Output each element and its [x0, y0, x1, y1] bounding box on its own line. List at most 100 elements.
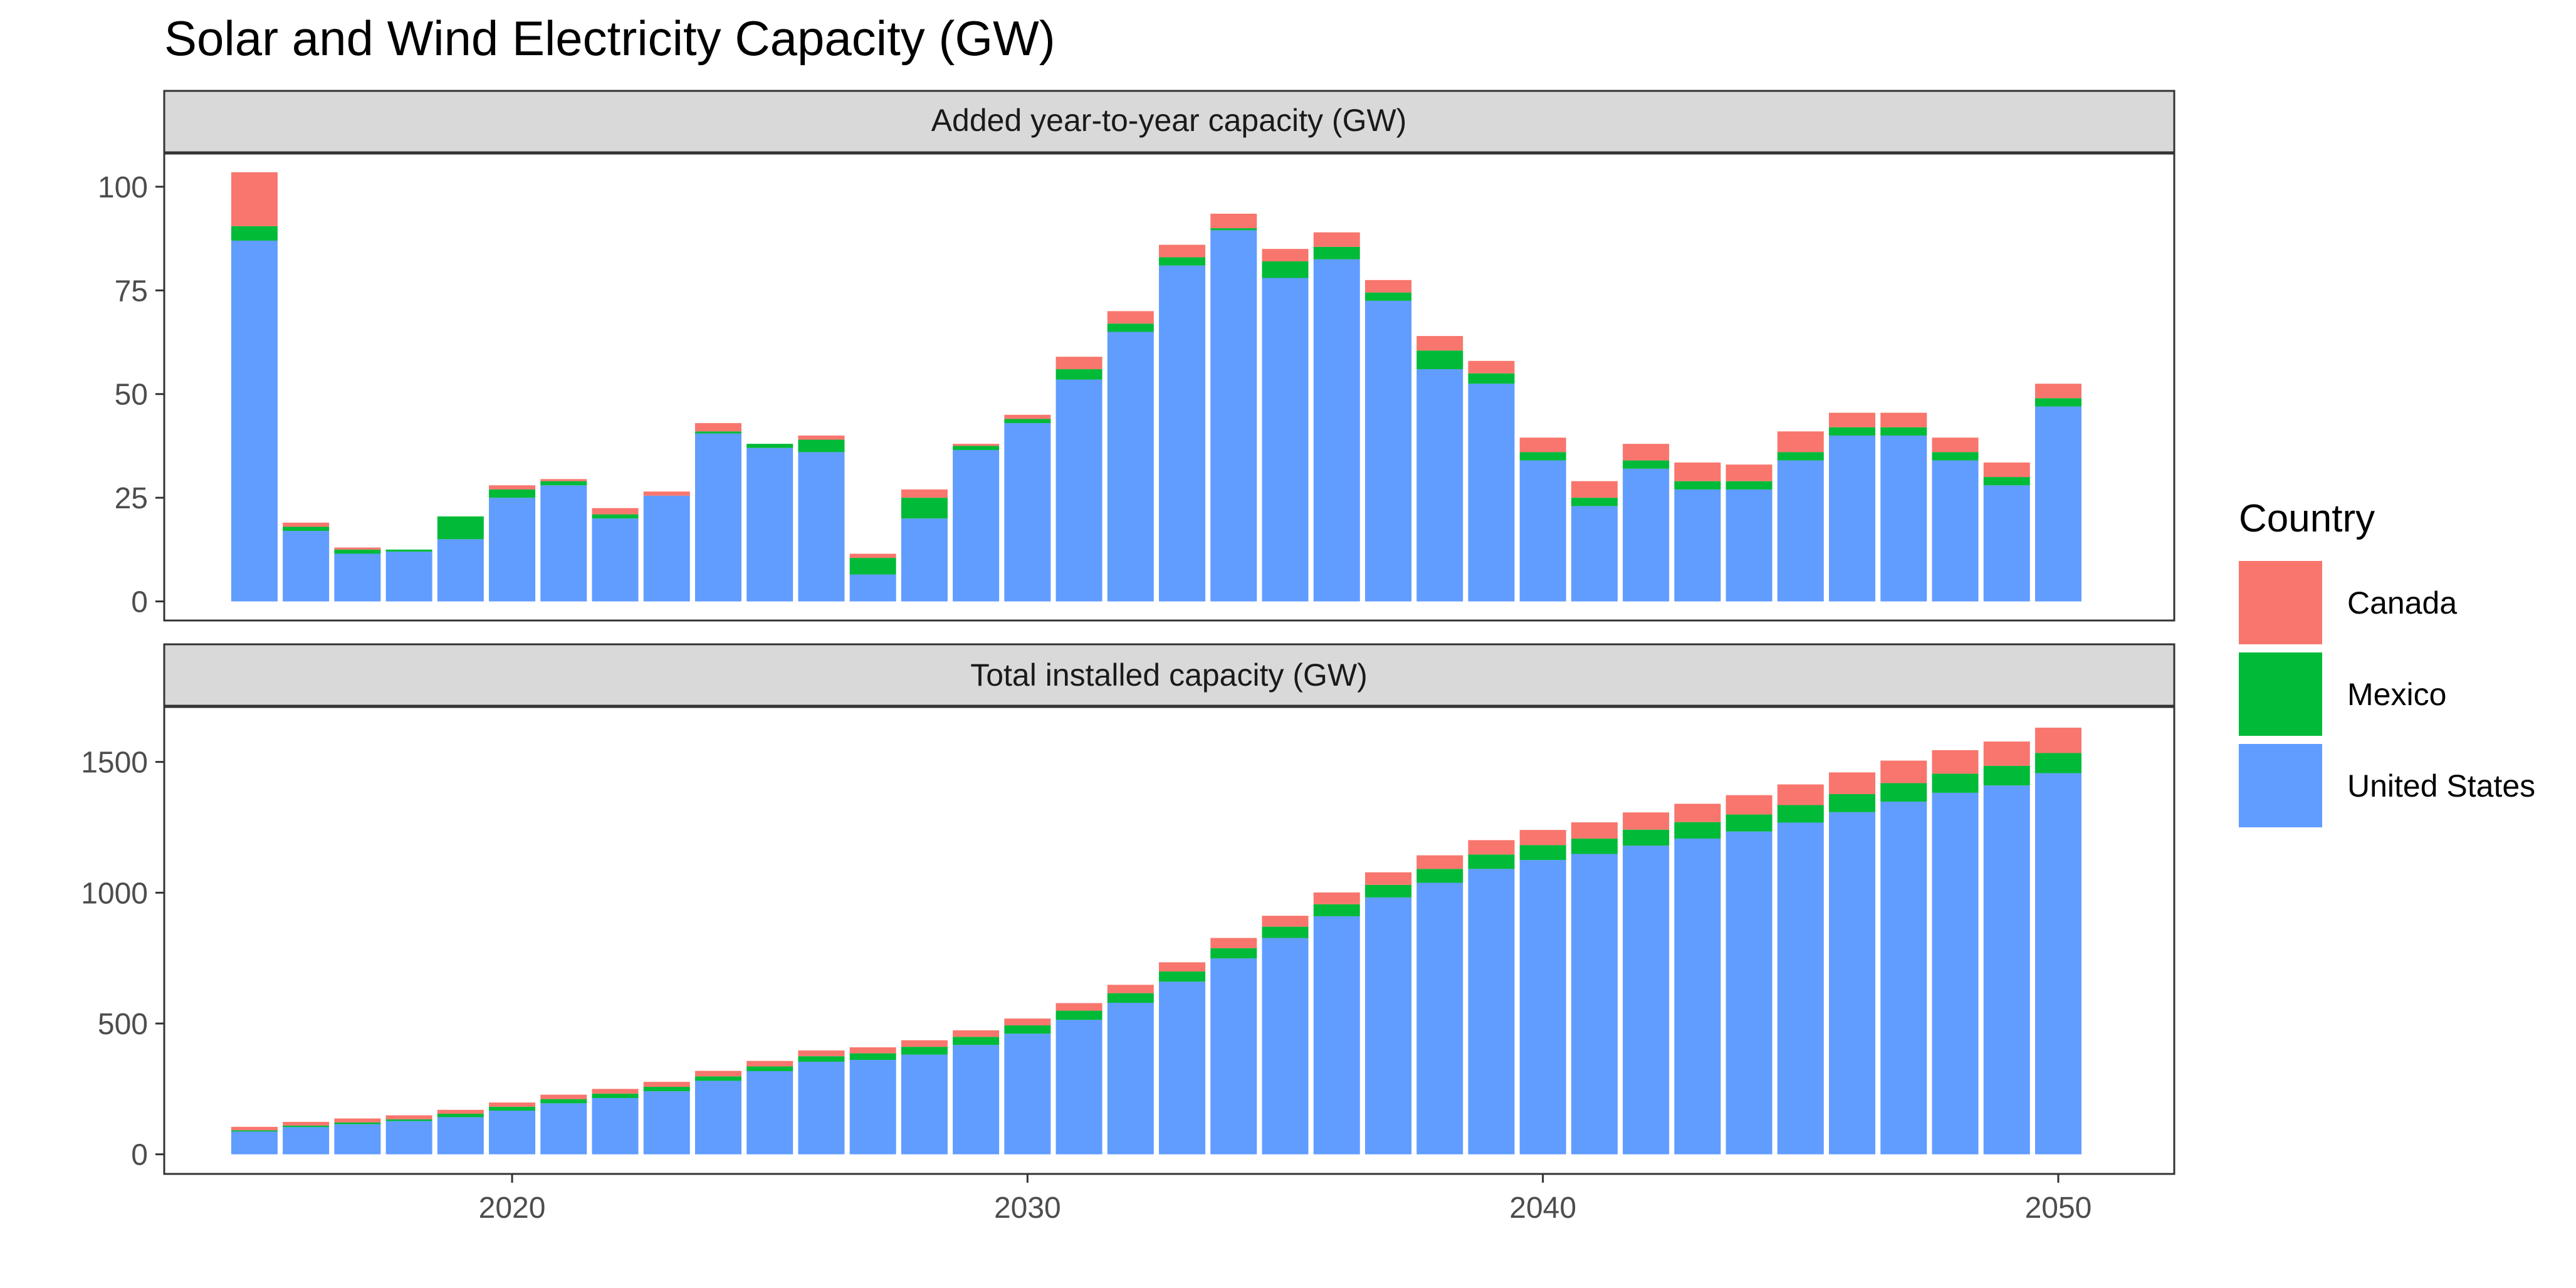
- y-tick-label: 100: [98, 171, 148, 204]
- bar-mexico: [334, 549, 381, 554]
- bar-united-states: [2034, 406, 2081, 602]
- bar-canada: [643, 1082, 690, 1087]
- y-tick-label: 1500: [81, 746, 148, 780]
- bar-mexico: [385, 549, 432, 552]
- bar-united-states: [1313, 916, 1360, 1154]
- bar-mexico: [1519, 452, 1566, 461]
- bar-canada: [1159, 244, 1206, 258]
- bar-united-states: [540, 485, 587, 602]
- bar-canada: [1468, 360, 1515, 374]
- bar-united-states: [746, 1071, 793, 1154]
- bar-mexico: [1571, 838, 1618, 854]
- bar-united-states: [1880, 435, 1927, 602]
- bar-canada: [1416, 855, 1463, 869]
- bar-mexico: [437, 516, 484, 540]
- bar-canada: [1364, 872, 1411, 885]
- bar-mexico: [1880, 783, 1927, 802]
- bar-mexico: [334, 1122, 381, 1124]
- y-tick-label: 25: [115, 482, 148, 515]
- legend-key-united-states: [2239, 744, 2322, 827]
- y-tick-label: 0: [131, 1139, 148, 1172]
- bar-mexico: [489, 489, 536, 498]
- bar-united-states: [1055, 1020, 1102, 1154]
- bar-united-states: [1416, 369, 1463, 602]
- bar-united-states: [798, 452, 845, 602]
- bar-united-states: [489, 498, 536, 602]
- bar-united-states: [643, 495, 690, 602]
- panel-strip-top: [163, 90, 2175, 154]
- bar-mexico: [1210, 948, 1257, 959]
- bar-mexico: [1313, 246, 1360, 259]
- bar-mexico: [540, 481, 587, 486]
- y-tick-label: 50: [115, 379, 148, 412]
- x-tick-label: 2020: [479, 1191, 546, 1225]
- bar-united-states: [437, 1117, 484, 1154]
- bar-united-states: [283, 531, 330, 602]
- bar-mexico: [489, 1106, 536, 1111]
- y-axis-top-panel: 0 25 50 75 100: [98, 171, 164, 619]
- bar-canada: [1932, 437, 1979, 453]
- bar-mexico: [1107, 323, 1154, 332]
- bar-canada: [592, 1089, 639, 1094]
- bar-mexico: [849, 558, 896, 575]
- bar-united-states: [1932, 460, 1979, 602]
- bar-canada: [1571, 822, 1618, 839]
- bar-mexico: [1932, 452, 1979, 461]
- bar-united-states: [231, 240, 278, 602]
- bar-mexico: [1055, 1010, 1102, 1020]
- bar-united-states: [1416, 882, 1463, 1154]
- bar-canada: [1880, 760, 1927, 783]
- bar-canada: [231, 172, 278, 226]
- bar-canada: [1623, 812, 1670, 830]
- bar-mexico: [1725, 481, 1772, 490]
- bar-mexico: [1262, 261, 1309, 278]
- bar-mexico: [592, 1093, 639, 1098]
- bar-canada: [1313, 892, 1360, 904]
- bar-mexico: [1623, 829, 1670, 846]
- bar-canada: [953, 1030, 1000, 1037]
- bar-mexico: [746, 1066, 793, 1071]
- bar-canada: [1983, 741, 2030, 766]
- y-axis-bottom-panel: 0 500 1000 1500: [81, 746, 164, 1172]
- bar-canada: [1004, 414, 1051, 419]
- bar-canada: [1829, 412, 1876, 427]
- bar-canada: [1107, 311, 1154, 324]
- bar-united-states: [1262, 938, 1309, 1154]
- bar-united-states: [1932, 792, 1979, 1154]
- bar-canada: [1468, 840, 1515, 855]
- panel-strip-label-bottom: Total installed capacity (GW): [970, 657, 1368, 693]
- bar-united-states: [1364, 300, 1411, 602]
- y-tick-label: 500: [98, 1008, 148, 1041]
- bar-united-states: [643, 1091, 690, 1154]
- bar-united-states: [1159, 982, 1206, 1154]
- bar-united-states: [1880, 802, 1927, 1154]
- bar-united-states: [746, 448, 793, 602]
- bar-canada: [1674, 804, 1721, 822]
- bar-mexico: [1829, 427, 1876, 436]
- bar-mexico: [901, 1047, 948, 1055]
- bar-united-states: [1519, 460, 1566, 602]
- bar-mexico: [798, 439, 845, 453]
- bar-canada: [437, 1109, 484, 1114]
- bar-mexico: [798, 1056, 845, 1062]
- bar-mexico: [849, 1053, 896, 1060]
- bar-united-states: [953, 1045, 1000, 1154]
- bar-united-states: [540, 1103, 587, 1154]
- bar-united-states: [1262, 278, 1309, 602]
- bar-united-states: [2034, 773, 2081, 1154]
- bar-united-states: [849, 574, 896, 602]
- bar-united-states: [1571, 506, 1618, 602]
- bar-united-states: [1159, 265, 1206, 602]
- bar-united-states: [1004, 423, 1051, 602]
- bar-canada: [283, 1121, 330, 1126]
- bar-united-states: [334, 1124, 381, 1154]
- bar-united-states: [1623, 468, 1670, 602]
- bar-united-states: [437, 539, 484, 602]
- bar-united-states: [1829, 435, 1876, 602]
- y-tick-label: 0: [131, 586, 148, 619]
- bar-canada: [1777, 431, 1824, 453]
- bars-top-panel: [231, 172, 2081, 602]
- bar-canada: [1725, 464, 1772, 481]
- bar-canada: [798, 435, 845, 440]
- bar-mexico: [643, 1087, 690, 1092]
